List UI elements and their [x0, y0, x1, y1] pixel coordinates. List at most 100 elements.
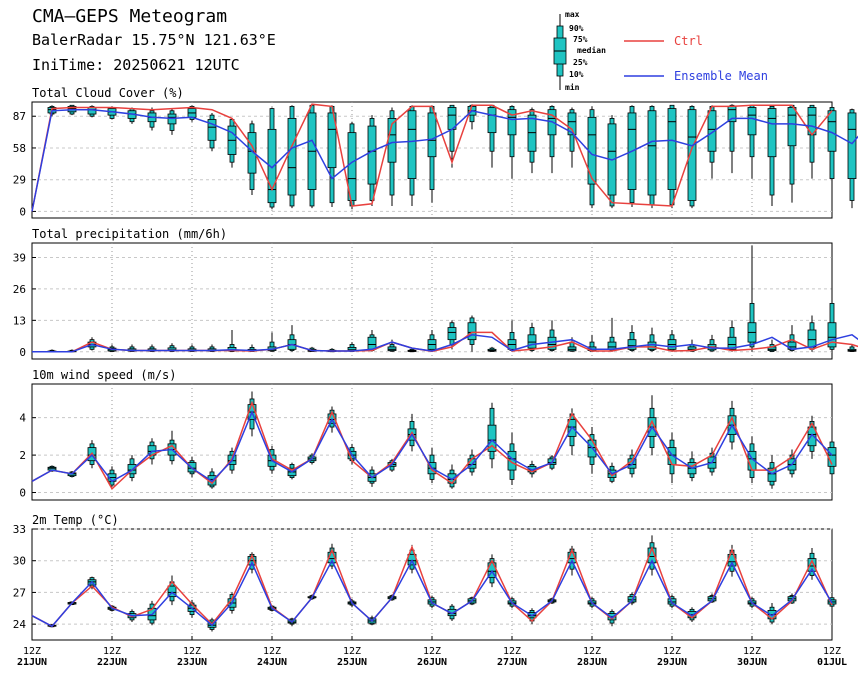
panel-2: Total precipitation (mm/6h) 0 13 26 39 [13, 227, 858, 360]
y-tick-label: 0 [19, 346, 26, 359]
box-inner [527, 114, 537, 152]
box-inner [167, 585, 177, 598]
y-tick-label: 0 [19, 205, 26, 218]
box-inner [567, 551, 577, 564]
panel-4: 2m Temp (°C) 24 27 30 33 [13, 513, 837, 641]
box-inner [487, 424, 497, 452]
ensemble-mean-line [31, 558, 833, 628]
x-tick-date: 30JUN [737, 657, 767, 668]
x-tick-hour: 12Z [663, 646, 681, 657]
y-tick-label: 24 [13, 618, 27, 631]
box-inner [527, 334, 537, 349]
box-inner [387, 346, 397, 351]
box-inner [807, 558, 817, 572]
box-inner [87, 107, 97, 115]
y-tick-label: 13 [13, 314, 26, 327]
box-inner [627, 339, 637, 350]
x-tick-hour: 12Z [103, 646, 121, 657]
box-inner [727, 105, 737, 123]
box-inner [767, 108, 777, 158]
legend-box-label: 75% [573, 35, 588, 44]
x-tick-hour: 12Z [183, 646, 201, 657]
box-inner [567, 112, 577, 136]
box-inner [707, 110, 717, 152]
legend: max 90% 75%median 25% 10% min Ctrl Ensemble Mea… [553, 10, 768, 92]
box-inner [747, 107, 757, 136]
box-inner [407, 110, 417, 180]
y-tick-label: 26 [13, 283, 26, 296]
x-tick-hour: 12Z [743, 646, 761, 657]
box-inner [767, 467, 777, 482]
legend-box-label: 25% [573, 58, 588, 67]
box-inner [367, 125, 377, 185]
x-tick-date: 23JUN [177, 657, 207, 668]
x-tick-hour: 12Z [23, 646, 41, 657]
panel-1: Total Cloud Cover (%) 0 29 58 87 [13, 86, 858, 219]
x-tick-date: 24JUN [257, 657, 287, 668]
x-tick-date: 28JUN [577, 657, 607, 668]
x-tick-hour: 12Z [503, 646, 521, 657]
box-inner [787, 107, 797, 147]
y-tick-label: 58 [13, 142, 26, 155]
ensemble-mean-line [32, 333, 858, 353]
panel-title: Total Cloud Cover (%) [32, 86, 184, 100]
box-inner [427, 112, 437, 158]
legend-box-label: max [565, 10, 580, 19]
station-location: BalerRadar 15.75°N 121.63°E [32, 31, 276, 49]
x-tick-hour: 12Z [423, 646, 441, 657]
init-time: IniTime: 20250621 12UTC [32, 56, 240, 74]
y-tick-label: 29 [13, 174, 26, 187]
box-inner [287, 118, 297, 196]
meteogram-title: CMA—GEPS Meteogram [32, 6, 228, 27]
x-tick-hour: 12Z [263, 646, 281, 657]
legend-ctrl-label: Ctrl [674, 34, 703, 48]
x-tick-date: 01JUL [817, 657, 847, 668]
box-inner [807, 329, 817, 348]
y-tick-label: 39 [13, 252, 26, 265]
box-inner [327, 112, 337, 169]
legend-box-label: 10% [569, 70, 584, 79]
panels: Total Cloud Cover (%) 0 29 58 87 Total precip… [13, 86, 858, 641]
ctrl-line [31, 400, 833, 491]
y-tick-label: 27 [13, 586, 26, 599]
box-inner [647, 110, 657, 196]
y-tick-label: 33 [13, 523, 26, 536]
ctrl-line [31, 103, 833, 212]
box-inner [827, 322, 837, 348]
x-tick-hour: 12Z [583, 646, 601, 657]
legend-box-label: median [577, 45, 606, 55]
box-outer [729, 104, 735, 152]
box-inner [727, 336, 737, 350]
legend-box-label: 90% [569, 24, 584, 33]
ensemble-mean-line [31, 410, 833, 483]
box-inner [447, 327, 457, 341]
box-inner [267, 128, 277, 204]
y-tick-label: 4 [19, 412, 26, 425]
legend-mean-label: Ensemble Mean [674, 69, 768, 83]
legend-box-label: min [565, 82, 580, 92]
y-tick-label: 87 [13, 110, 26, 123]
panel-title: 2m Temp (°C) [32, 513, 119, 527]
box-inner [647, 341, 657, 350]
panel-title: Total precipitation (mm/6h) [32, 227, 227, 241]
box-inner [507, 109, 517, 136]
panel-3: 10m wind speed (m/s) 0 2 4 [19, 368, 837, 501]
x-tick-date: 26JUN [417, 657, 447, 668]
box-inner [847, 112, 857, 180]
box-inner [807, 426, 817, 447]
box-inner [487, 107, 497, 134]
box-inner [347, 132, 357, 201]
x-tick-date: 21JUN [17, 657, 47, 668]
box-inner [447, 608, 457, 617]
y-tick-label: 2 [19, 449, 26, 462]
x-axis: 12Z21JUN12Z22JUN12Z23JUN12Z24JUN12Z25JUN… [17, 636, 847, 668]
x-tick-date: 29JUN [657, 657, 687, 668]
x-tick-hour: 12Z [823, 646, 841, 657]
x-tick-hour: 12Z [343, 646, 361, 657]
box-inner [687, 109, 697, 201]
y-tick-label: 30 [13, 555, 26, 568]
box-inner [467, 322, 477, 341]
x-tick-date: 27JUN [497, 657, 527, 668]
y-tick-label: 0 [19, 487, 26, 500]
